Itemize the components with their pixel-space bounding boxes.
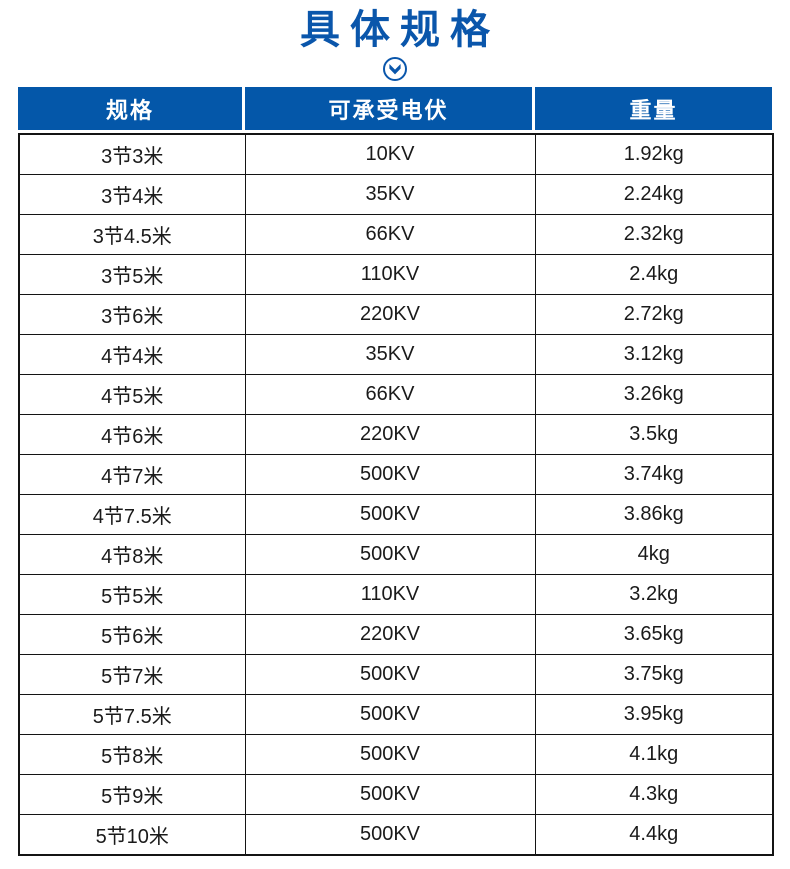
weight-cell: 3.12kg (534, 334, 774, 375)
spec-cell: 3节6米 (18, 294, 246, 335)
spec-cell: 4节4米 (18, 334, 246, 375)
table-row: 5节10米 500KV 4.4kg (18, 814, 774, 856)
table-row: 5节9米 500KV 4.3kg (18, 774, 774, 815)
table-row: 4节7.5米 500KV 3.86kg (18, 494, 774, 535)
voltage-cell: 500KV (244, 654, 536, 695)
table-row: 3节4米 35KV 2.24kg (18, 174, 774, 215)
col-header-spec: 规格 (18, 87, 242, 130)
table-row: 4节8米 500KV 4kg (18, 534, 774, 575)
spec-cell: 5节6米 (18, 614, 246, 655)
chevron-down-circle-icon (0, 55, 790, 85)
spec-cell: 4节5米 (18, 374, 246, 415)
weight-cell: 2.32kg (534, 214, 774, 255)
voltage-cell: 66KV (244, 374, 536, 415)
table-row: 4节6米 220KV 3.5kg (18, 414, 774, 455)
voltage-cell: 500KV (244, 734, 536, 775)
spec-cell: 5节9米 (18, 774, 246, 815)
spec-cell: 5节5米 (18, 574, 246, 615)
voltage-cell: 500KV (244, 694, 536, 735)
weight-cell: 3.86kg (534, 494, 774, 535)
weight-cell: 3.2kg (534, 574, 774, 615)
weight-cell: 3.5kg (534, 414, 774, 455)
voltage-cell: 110KV (244, 574, 536, 615)
voltage-cell: 10KV (244, 133, 536, 175)
voltage-cell: 500KV (244, 454, 536, 495)
weight-cell: 2.4kg (534, 254, 774, 295)
table-row: 5节8米 500KV 4.1kg (18, 734, 774, 775)
page-title: 具体规格 (300, 8, 500, 52)
table-row: 3节6米 220KV 2.72kg (18, 294, 774, 335)
voltage-cell: 35KV (244, 174, 536, 215)
table-row: 4节5米 66KV 3.26kg (18, 374, 774, 415)
spec-cell: 5节10米 (18, 814, 246, 856)
spec-cell: 5节7米 (18, 654, 246, 695)
voltage-cell: 220KV (244, 614, 536, 655)
table-row: 5节6米 220KV 3.65kg (18, 614, 774, 655)
spec-cell: 4节8米 (18, 534, 246, 575)
spec-cell: 5节7.5米 (18, 694, 246, 735)
voltage-cell: 110KV (244, 254, 536, 295)
voltage-cell: 500KV (244, 814, 536, 856)
spec-cell: 3节4.5米 (18, 214, 246, 255)
spec-cell: 4节6米 (18, 414, 246, 455)
voltage-cell: 35KV (244, 334, 536, 375)
weight-cell: 3.74kg (534, 454, 774, 495)
weight-cell: 2.24kg (534, 174, 774, 215)
voltage-cell: 220KV (244, 294, 536, 335)
table-row: 3节4.5米 66KV 2.32kg (18, 214, 774, 255)
table-row: 4节4米 35KV 3.12kg (18, 334, 774, 375)
spec-cell: 3节3米 (18, 133, 246, 175)
table-row: 5节7.5米 500KV 3.95kg (18, 694, 774, 735)
spec-table: 规格 可承受电伏 重量 3节3米 10KV 1.92kg 3节4米 35KV 2.24kg… (18, 87, 774, 856)
spec-table-body: 3节3米 10KV 1.92kg 3节4米 35KV 2.24kg 3节4.5米 66KV 2.… (18, 133, 774, 856)
spec-cell: 4节7米 (18, 454, 246, 495)
table-row: 5节7米 500KV 3.75kg (18, 654, 774, 695)
voltage-cell: 500KV (244, 534, 536, 575)
weight-cell: 4.1kg (534, 734, 774, 775)
weight-cell: 2.72kg (534, 294, 774, 335)
table-row: 3节5米 110KV 2.4kg (18, 254, 774, 295)
voltage-cell: 66KV (244, 214, 536, 255)
voltage-cell: 500KV (244, 774, 536, 815)
col-header-weight: 重量 (535, 87, 772, 130)
spec-cell: 3节5米 (18, 254, 246, 295)
table-row: 5节5米 110KV 3.2kg (18, 574, 774, 615)
weight-cell: 1.92kg (534, 133, 774, 175)
spec-cell: 3节4米 (18, 174, 246, 215)
weight-cell: 4.4kg (534, 814, 774, 856)
table-row: 3节3米 10KV 1.92kg (18, 133, 774, 175)
voltage-cell: 220KV (244, 414, 536, 455)
spec-cell: 5节8米 (18, 734, 246, 775)
title-section: 具体规格 (0, 0, 790, 85)
table-header-row: 规格 可承受电伏 重量 (18, 87, 772, 130)
col-header-voltage: 可承受电伏 (245, 87, 532, 130)
spec-cell: 4节7.5米 (18, 494, 246, 535)
weight-cell: 3.95kg (534, 694, 774, 735)
voltage-cell: 500KV (244, 494, 536, 535)
weight-cell: 3.26kg (534, 374, 774, 415)
table-row: 4节7米 500KV 3.74kg (18, 454, 774, 495)
weight-cell: 4kg (534, 534, 774, 575)
weight-cell: 4.3kg (534, 774, 774, 815)
weight-cell: 3.65kg (534, 614, 774, 655)
weight-cell: 3.75kg (534, 654, 774, 695)
